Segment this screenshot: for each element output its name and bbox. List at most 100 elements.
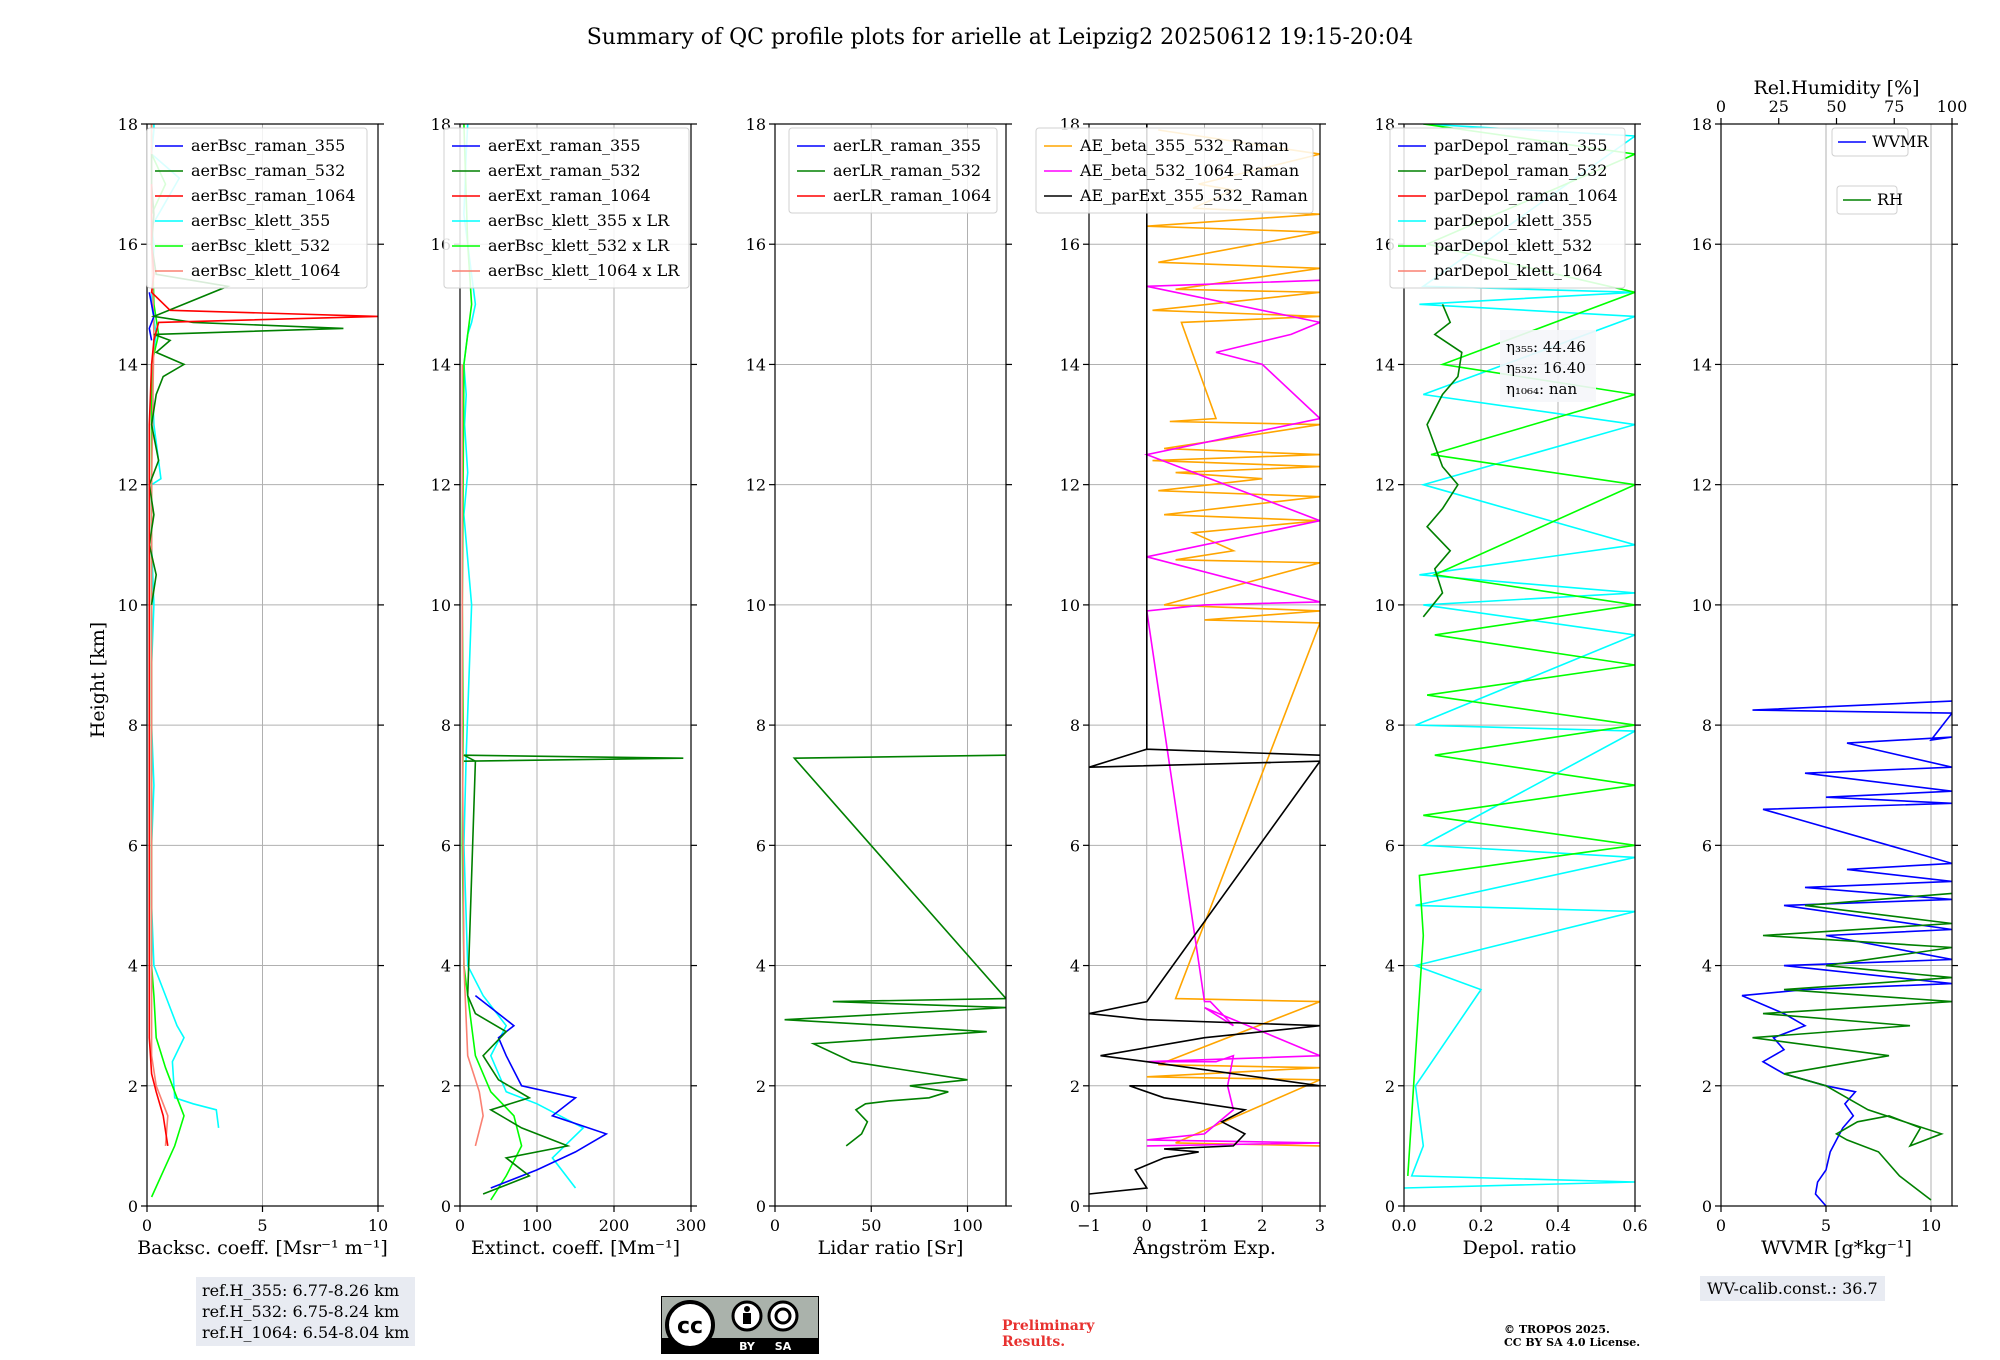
- legend-box: [146, 127, 368, 289]
- y-tick-label: 12: [746, 476, 766, 495]
- height-axis-label: Height [km]: [87, 622, 109, 738]
- y-tick-label: 6: [1702, 836, 1712, 855]
- sa-icon: [767, 1300, 799, 1332]
- x-tick-label: 5: [1821, 1216, 1831, 1235]
- y-tick-label: 4: [1070, 957, 1080, 976]
- x-tick-label: 10: [368, 1216, 388, 1235]
- series-group: [1741, 700, 1952, 1206]
- copyright-note: © TROPOS 2025. CC BY SA 4.0 License.: [1504, 1323, 1640, 1349]
- copyright-line-1: © TROPOS 2025.: [1504, 1323, 1610, 1336]
- series-parDepol_klett_355: [1404, 124, 1635, 1189]
- y-tick-label: 12: [1692, 476, 1712, 495]
- series-aerExt_raman_532_layer: [463, 754, 684, 762]
- plot-frame: [459, 123, 692, 1207]
- legend-label: parDepol_raman_355: [1434, 136, 1607, 155]
- legend-label: aerExt_raman_1064: [488, 186, 651, 205]
- legend-box: [1035, 127, 1314, 214]
- preliminary-line-2: Results.: [1002, 1334, 1066, 1350]
- panel-1: 0 5 10 Backsc. coeff. [Msr⁻¹ m⁻¹] 0 2 4 6 8 10 12 1…: [118, 115, 389, 1259]
- y-tick-label: 16: [1060, 235, 1080, 254]
- x-tick-label: 0.2: [1468, 1216, 1493, 1235]
- x-tick-label: 2: [1257, 1216, 1267, 1235]
- y-tick-label: 0: [1385, 1197, 1395, 1216]
- preliminary-note: Preliminary Results.: [1002, 1318, 1094, 1350]
- panel-3: 0 50 100 Lidar ratio [Sr] 0 2 4 6 8 10 12 14 16 18 aer…: [746, 115, 1012, 1259]
- legend-label: parDepol_klett_532: [1434, 236, 1592, 255]
- y-tick-label: 2: [756, 1077, 766, 1096]
- legend-label: aerBsc_klett_1064: [191, 261, 340, 280]
- reference-heights-box: ref.H_355: 6.77-8.26 km ref.H_532: 6.75-…: [196, 1277, 416, 1346]
- legend-label: aerBsc_klett_355 x LR: [488, 211, 670, 230]
- cc-by-label: BY: [739, 1340, 756, 1353]
- legend-label: parDepol_klett_355: [1434, 211, 1592, 230]
- top-x-tick-label: 50: [1826, 97, 1846, 116]
- x-tick-label: 0: [142, 1216, 152, 1235]
- plot-frame: [1403, 123, 1636, 1207]
- y-tick-label: 14: [1692, 355, 1712, 374]
- cc-sa-label: SA: [775, 1340, 792, 1353]
- legend-label: parDepol_klett_1064: [1434, 261, 1603, 280]
- x-axis-label: Ångström Exp.: [1132, 1237, 1276, 1259]
- y-tick-label: 14: [1375, 355, 1395, 374]
- legend-label: AE_parExt_355_532_Raman: [1079, 186, 1308, 205]
- legend-box: [1389, 127, 1626, 289]
- legend: parDepol_raman_355 parDepol_raman_532 parD…: [1389, 127, 1626, 289]
- cc-by-sa-badge: cc BY SA: [661, 1296, 819, 1354]
- top-x-tick-label: 25: [1769, 97, 1789, 116]
- copyright-line-2: CC BY SA 4.0 License.: [1504, 1336, 1641, 1349]
- legend-label: aerLR_raman_532: [833, 161, 981, 180]
- y-tick-label: 2: [1702, 1077, 1712, 1096]
- series-RH: [1752, 892, 1952, 1201]
- wv-calibration-box: WV-calib.const.: 36.7: [1700, 1276, 1885, 1301]
- eta-text: η₃₅₅: 44.46: [1506, 338, 1586, 356]
- y-tick-label: 2: [1070, 1077, 1080, 1096]
- y-tick-label: 4: [1385, 957, 1395, 976]
- legend-label: aerBsc_klett_355: [191, 211, 330, 230]
- y-tick-label: 16: [746, 235, 766, 254]
- y-tick-label: 18: [118, 115, 138, 134]
- y-tick-label: 16: [1692, 235, 1712, 254]
- series-aerLR_raman_532: [784, 754, 1006, 1147]
- legend-label: AE_beta_355_532_Raman: [1079, 136, 1289, 155]
- preliminary-line-1: Preliminary: [1002, 1318, 1095, 1334]
- legend-label: aerBsc_raman_355: [191, 136, 345, 155]
- series-group: [461, 124, 684, 1201]
- legend: AE_beta_355_532_Raman AE_beta_532_1064_Ra…: [1035, 127, 1314, 214]
- y-tick-label: 14: [118, 355, 138, 374]
- x-tick-label: 10: [1921, 1216, 1941, 1235]
- series-aerExt_raman_532: [463, 754, 571, 1195]
- y-tick-label: 12: [1375, 476, 1395, 495]
- plot-frame: [774, 123, 1007, 1207]
- legend-label: aerBsc_raman_532: [191, 161, 345, 180]
- y-tick-label: 6: [756, 836, 766, 855]
- legend-label: aerExt_raman_355: [488, 136, 641, 155]
- y-tick-label: 6: [128, 836, 138, 855]
- x-tick-label: 200: [599, 1216, 630, 1235]
- y-tick-label: 8: [441, 716, 451, 735]
- eta-text: η₅₃₂: 16.40: [1506, 359, 1586, 377]
- top-x-tick-label: 100: [1937, 97, 1968, 116]
- y-tick-label: 0: [1070, 1197, 1080, 1216]
- y-tick-label: 0: [1702, 1197, 1712, 1216]
- legend-label: aerBsc_klett_532 x LR: [488, 236, 670, 255]
- y-tick-label: 4: [1702, 957, 1712, 976]
- y-tick-label: 4: [756, 957, 766, 976]
- series-group: [1089, 124, 1320, 1195]
- legend-label: parDepol_raman_532: [1434, 161, 1607, 180]
- ref-height-355: ref.H_355: 6.77-8.26 km: [202, 1281, 400, 1300]
- y-tick-label: 8: [1702, 716, 1712, 735]
- figure-title: Summary of QC profile plots for arielle …: [587, 25, 1414, 50]
- series-aerBsc_klett_1064 x LR: [461, 364, 484, 1147]
- y-tick-label: 6: [441, 836, 451, 855]
- y-tick-label: 12: [1060, 476, 1080, 495]
- legend-label: RH: [1877, 190, 1903, 209]
- legend-box: [443, 127, 690, 289]
- x-tick-label: 1: [1199, 1216, 1209, 1235]
- y-tick-label: 14: [1060, 355, 1080, 374]
- legend-label: aerBsc_klett_532: [191, 236, 330, 255]
- x-tick-label: 0: [455, 1216, 465, 1235]
- legend: aerBsc_raman_355 aerBsc_raman_532 aerBsc_r…: [146, 127, 368, 289]
- y-tick-label: 10: [118, 596, 138, 615]
- panel-2: 0 100 200 300 Extinct. coeff. [Mm⁻¹] 0 2 4 6 8 10 1…: [431, 115, 707, 1259]
